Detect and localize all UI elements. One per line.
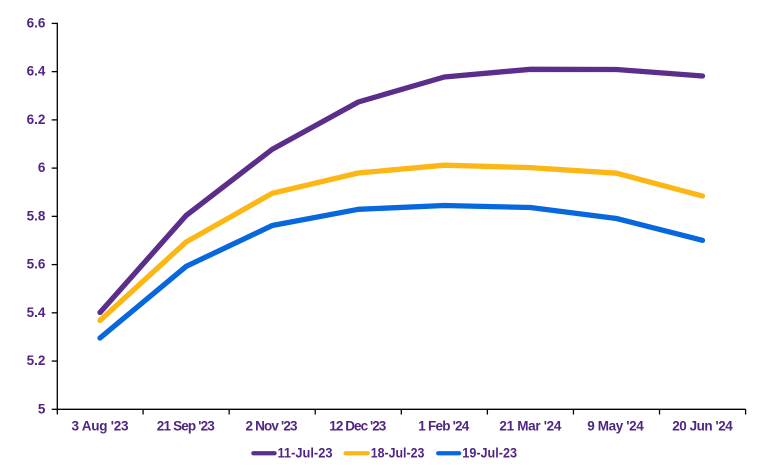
svg-text:5: 5 [38,401,46,416]
svg-text:21 Sep '23: 21 Sep '23 [157,418,215,433]
svg-text:6: 6 [38,160,46,175]
svg-text:6.4: 6.4 [27,64,46,79]
svg-text:9 May '24: 9 May '24 [587,418,644,433]
svg-text:2 Nov '23: 2 Nov '23 [246,418,298,433]
svg-text:20 Jun '24: 20 Jun '24 [672,418,733,433]
svg-text:5.2: 5.2 [27,353,46,368]
svg-text:6.6: 6.6 [27,16,46,31]
svg-text:1 Feb '24: 1 Feb '24 [418,418,469,433]
svg-text:19-Jul-23: 19-Jul-23 [462,445,517,460]
svg-text:5.4: 5.4 [27,305,46,320]
svg-text:6.2: 6.2 [27,112,46,127]
svg-text:12 Dec '23: 12 Dec '23 [329,418,386,433]
svg-text:21 Mar '24: 21 Mar '24 [499,418,561,433]
svg-text:18-Jul-23: 18-Jul-23 [371,445,425,460]
svg-text:5.8: 5.8 [27,209,46,224]
svg-text:11-Jul-23: 11-Jul-23 [278,445,333,460]
svg-text:3 Aug '23: 3 Aug '23 [72,418,129,433]
svg-text:5.6: 5.6 [27,257,46,272]
